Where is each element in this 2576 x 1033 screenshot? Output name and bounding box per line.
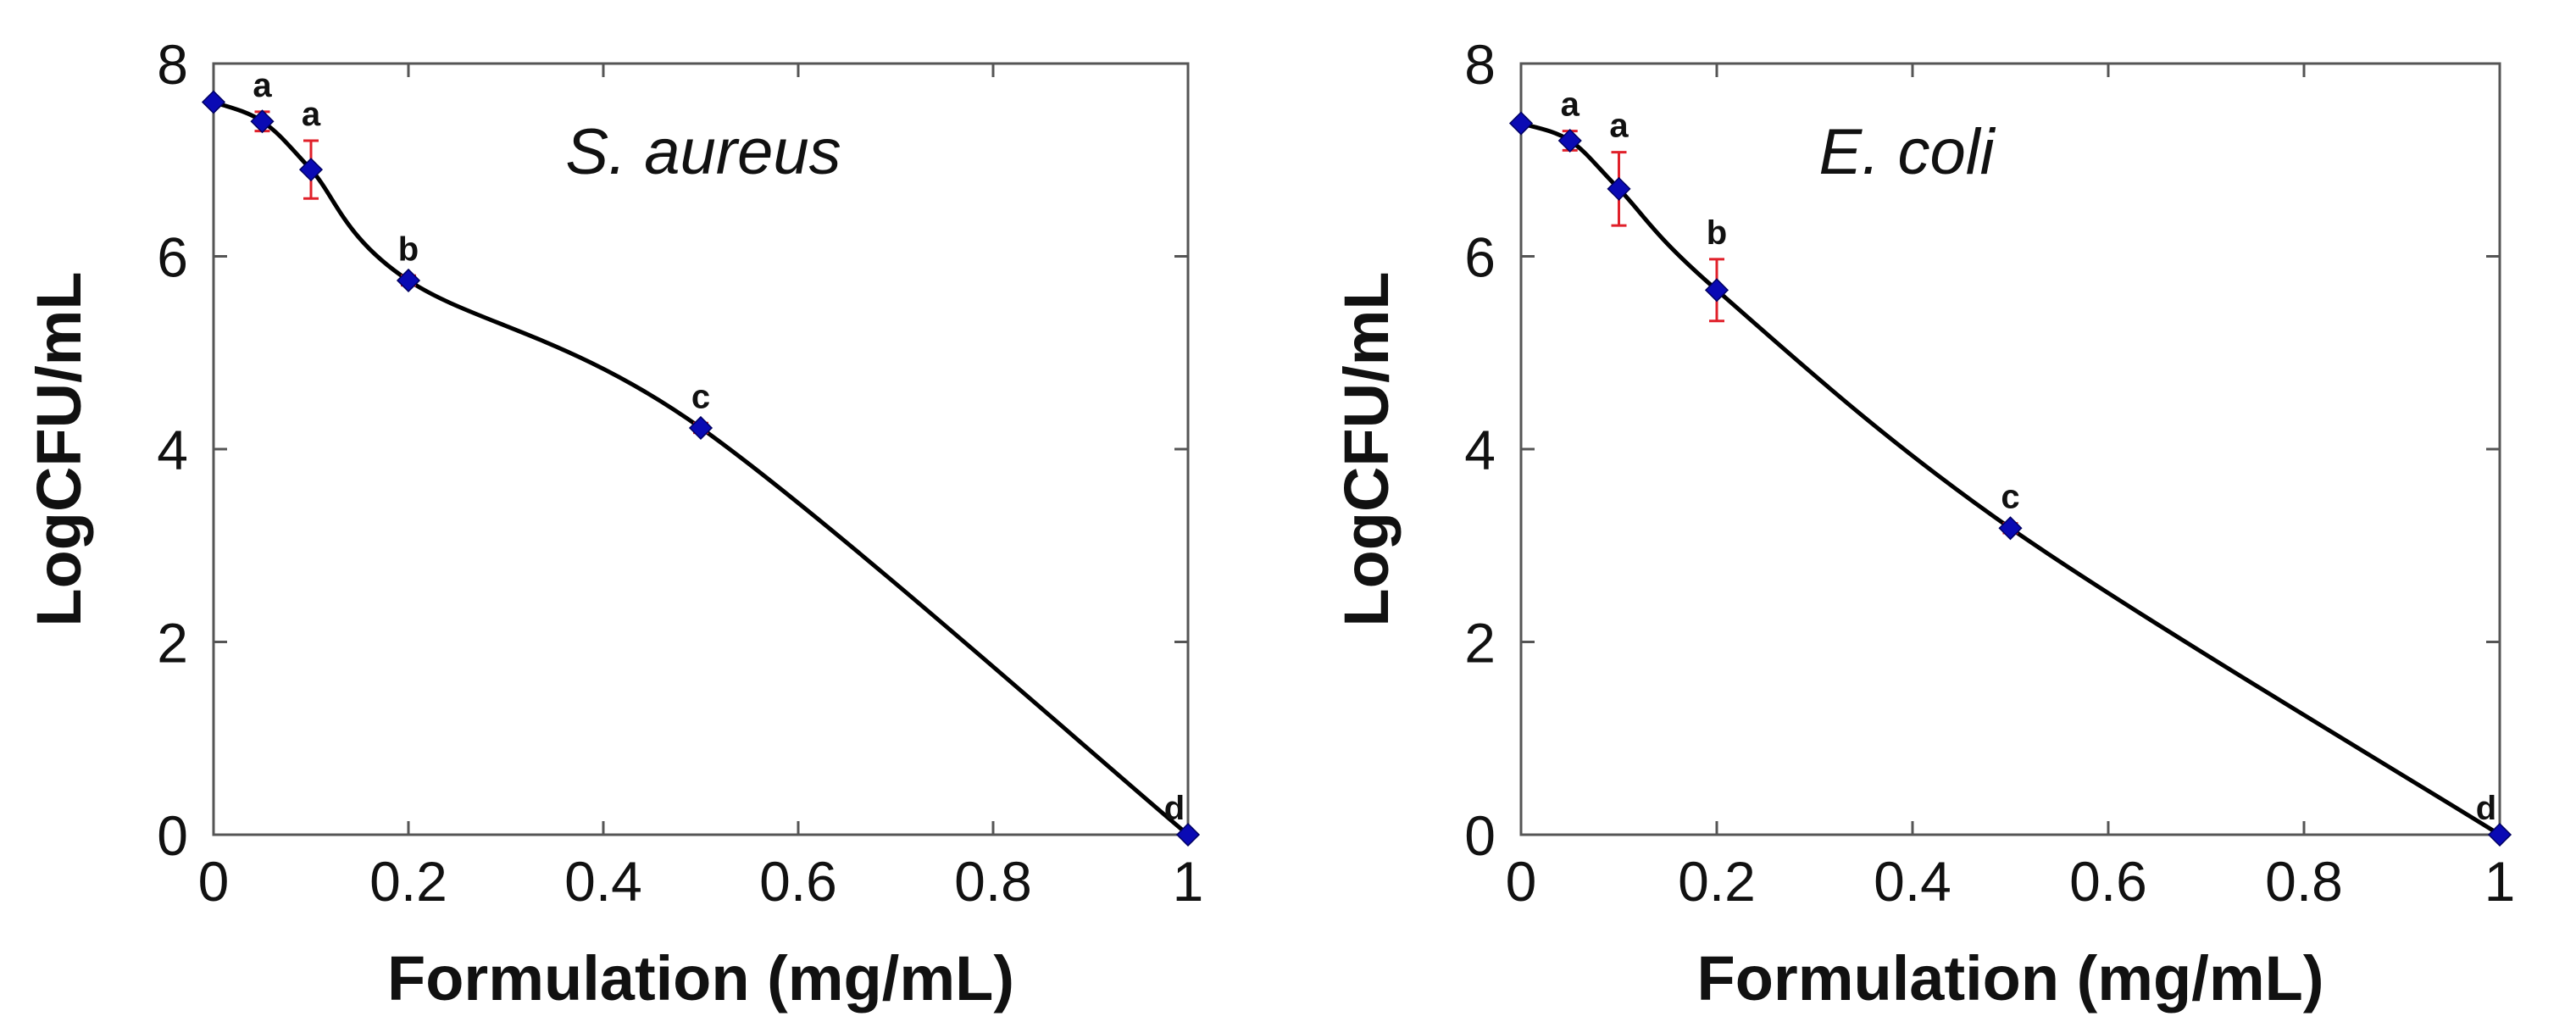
x-tick-label: 0.8 (2265, 850, 2343, 913)
significance-label: d (1164, 790, 1185, 827)
significance-label: a (253, 67, 272, 104)
significance-label: a (1561, 86, 1580, 124)
x-tick-label: 0.2 (369, 850, 447, 913)
y-tick-label: 4 (1464, 419, 1496, 481)
data-point (1998, 516, 2023, 541)
x-axis-label: Formulation (mg/mL) (1697, 943, 2324, 1014)
x-tick-label: 0 (198, 850, 230, 913)
x-tick-label: 0.4 (564, 850, 642, 913)
x-tick-label: 0.6 (759, 850, 837, 913)
chart-title: E. coli (1819, 116, 1996, 188)
data-point (2487, 822, 2512, 847)
significance-label: a (302, 96, 321, 133)
data-point (688, 415, 713, 441)
significance-label: c (2001, 479, 2019, 516)
x-tick-label: 0 (1506, 850, 1537, 913)
series-line (213, 100, 1190, 836)
chart-panel-s-aureus: 0 0.2 0.4 0.6 0.8 1 0 2 4 6 8 Formulation (mg/mL) Lo… (24, 33, 1203, 1014)
significance-label: b (398, 230, 419, 268)
y-tick-label: 6 (1464, 226, 1496, 289)
data-point (1508, 111, 1534, 136)
y-tick-label: 6 (157, 226, 188, 289)
series-line (1520, 121, 2501, 837)
y-axis-label: LogCFU/mL (24, 271, 94, 626)
x-tick-label: 0.4 (1874, 850, 1951, 913)
x-tick-label: 1 (1173, 850, 1204, 913)
data-point (1607, 176, 1631, 201)
data-point (1557, 128, 1582, 153)
x-tick-label: 0.8 (954, 850, 1032, 913)
x-tick-label: 1 (2484, 850, 2516, 913)
chart-title: S. aureus (565, 116, 841, 188)
y-tick-label: 2 (157, 612, 188, 675)
data-point (201, 90, 226, 114)
chart-panel-e-coli: 0 0.2 0.4 0.6 0.8 1 0 2 4 6 8 Formulation (mg/mL) Lo… (1331, 33, 2515, 1014)
y-axis-label: LogCFU/mL (1331, 271, 1402, 626)
y-tick-label: 2 (1464, 612, 1496, 675)
x-axis-label: Formulation (mg/mL) (387, 943, 1014, 1014)
y-tick-label: 8 (157, 33, 188, 96)
x-tick-label: 0.2 (1678, 850, 1756, 913)
x-tick-label: 0.6 (2069, 850, 2147, 913)
data-point (1704, 278, 1729, 303)
plot-frame (1519, 62, 2501, 836)
y-tick-label: 8 (1464, 33, 1496, 96)
data-point (1175, 822, 1201, 847)
significance-label: c (691, 378, 710, 415)
data-point (298, 158, 324, 182)
y-tick-label: 0 (157, 804, 188, 867)
y-tick-label: 4 (157, 419, 188, 481)
significance-label: d (2476, 790, 2496, 827)
data-point (396, 268, 421, 292)
y-tick-label: 0 (1464, 804, 1496, 867)
significance-label: a (1609, 108, 1629, 145)
data-point (250, 109, 275, 134)
significance-label: b (1707, 214, 1727, 252)
